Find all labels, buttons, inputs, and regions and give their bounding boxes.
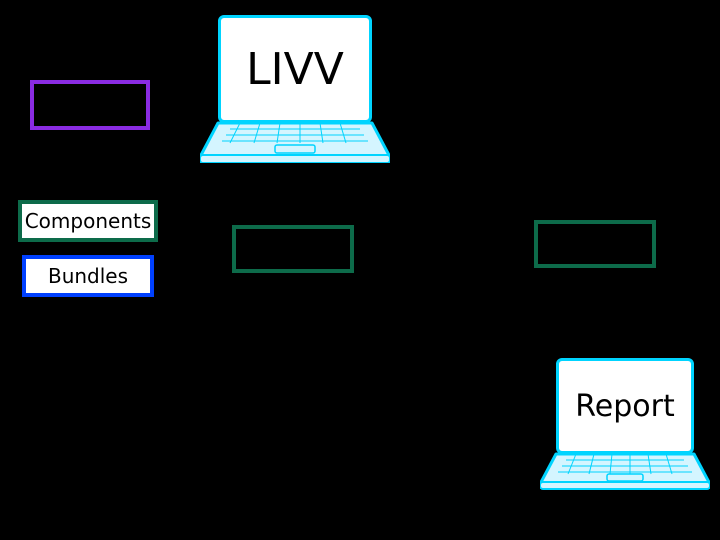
components-label: Components [25,209,152,233]
laptop-base-icon [540,358,710,490]
options-box [30,80,150,130]
report-laptop: Report [540,358,710,490]
middle-green-box [232,225,354,273]
bundles-label: Bundles [48,264,128,288]
livv-laptop: LIVV [200,15,390,163]
bundles-box: Bundles [22,255,154,297]
components-box: Components [18,200,158,242]
laptop-base-icon [200,15,390,163]
right-green-box [534,220,656,268]
